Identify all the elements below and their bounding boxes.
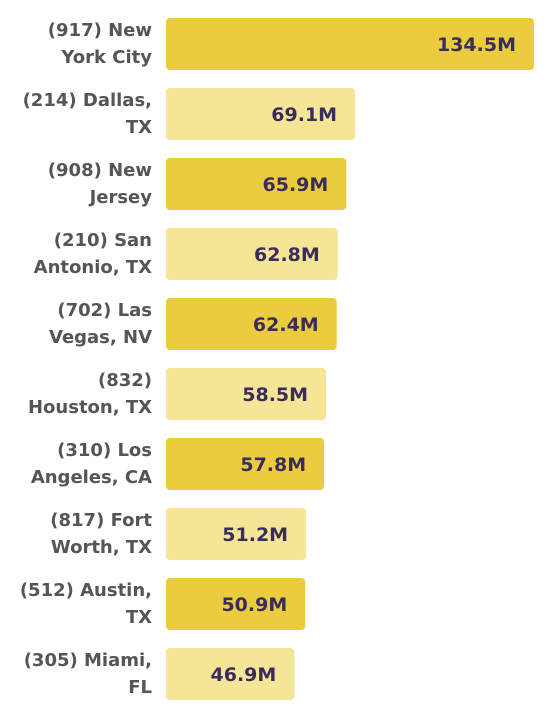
category-label-9: (305) Miami, FL <box>24 650 152 698</box>
bar-2 <box>166 158 347 210</box>
bar-9 <box>166 648 295 700</box>
category-label-8-line-0: (512) Austin, <box>20 580 152 601</box>
category-label-2: (908) New Jersey <box>48 160 152 208</box>
value-label-7: 51.2M <box>222 524 288 546</box>
category-label-2-line-1: Jersey <box>88 187 153 208</box>
value-label-0: 134.5M <box>437 34 516 56</box>
category-label-1: (214) Dallas, TX <box>23 90 153 138</box>
bar-7 <box>166 508 307 560</box>
category-label-7: (817) Fort Worth, TX <box>50 510 152 558</box>
bar-3 <box>166 228 338 280</box>
bar-4 <box>166 298 337 350</box>
category-label-2-line-0: (908) New <box>48 160 152 181</box>
category-label-8: (512) Austin, TX <box>20 580 152 628</box>
bar-6 <box>166 438 325 490</box>
value-label-5: 58.5M <box>242 384 308 406</box>
value-label-9: 46.9M <box>211 664 277 686</box>
category-label-1-line-1: TX <box>126 117 152 138</box>
category-label-4-line-1: Vegas, NV <box>49 327 152 348</box>
value-label-2: 65.9M <box>263 174 329 196</box>
value-label-6: 57.8M <box>240 454 306 476</box>
category-label-5-line-1: Houston, TX <box>28 397 152 418</box>
category-label-4: (702) Las Vegas, NV <box>49 300 152 348</box>
category-label-8-line-1: TX <box>126 607 152 628</box>
value-label-3: 62.8M <box>254 244 320 266</box>
value-label-8: 50.9M <box>221 594 287 616</box>
category-label-6-line-0: (310) Los <box>57 440 152 461</box>
bar-8 <box>166 578 306 630</box>
category-label-1-line-0: (214) Dallas, <box>23 90 152 111</box>
category-label-5: (832) Houston, TX <box>28 370 152 418</box>
bar-1 <box>166 88 356 140</box>
category-label-9-line-0: (305) Miami, <box>24 650 152 671</box>
category-label-9-line-1: FL <box>128 677 152 698</box>
category-label-7-line-0: (817) Fort <box>50 510 152 531</box>
category-label-3-line-0: (210) San <box>54 230 152 251</box>
value-label-4: 62.4M <box>253 314 319 336</box>
category-label-0-line-1: York City <box>60 47 152 68</box>
category-label-7-line-1: Worth, TX <box>51 537 152 558</box>
category-label-4-line-0: (702) Las <box>57 300 152 321</box>
category-label-3: (210) San Antonio, TX <box>34 230 152 278</box>
category-label-6-line-1: Angeles, CA <box>31 467 152 488</box>
value-label-1: 69.1M <box>271 104 337 126</box>
category-label-5-line-0: (832) <box>98 370 152 391</box>
bar-5 <box>166 368 327 420</box>
category-label-0: (917) New York City <box>48 20 152 68</box>
category-label-3-line-1: Antonio, TX <box>34 257 152 278</box>
category-label-6: (310) Los Angeles, CA <box>31 440 152 488</box>
category-label-0-line-0: (917) New <box>48 20 152 41</box>
bar-0 <box>166 18 534 70</box>
